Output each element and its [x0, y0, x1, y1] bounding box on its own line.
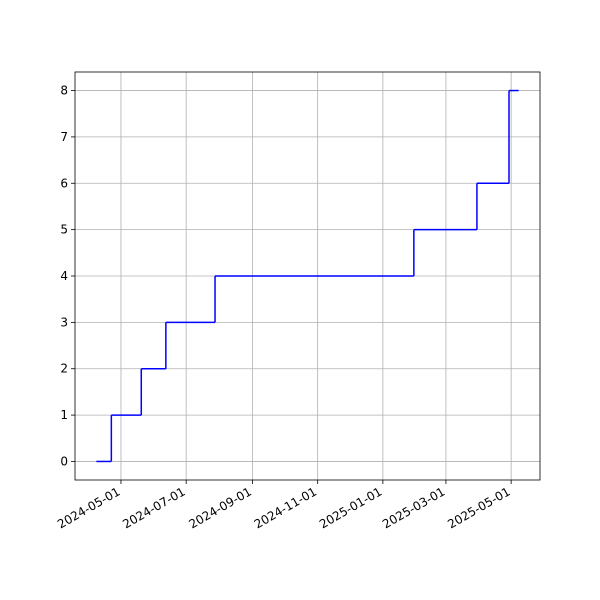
y-tick-label: 8 — [60, 84, 68, 98]
y-tick-label: 7 — [60, 130, 68, 144]
plot-frame — [74, 71, 541, 481]
x-tick-label: 2025-05-01 — [445, 484, 512, 531]
y-tick-label: 0 — [60, 454, 68, 468]
x-tick-label: 2025-01-01 — [317, 484, 384, 531]
y-tick-label: 1 — [60, 408, 68, 422]
y-tick-label: 6 — [60, 176, 68, 190]
y-tick-label: 3 — [60, 315, 68, 329]
x-tick-label: 2024-09-01 — [187, 484, 254, 531]
y-tick-label: 4 — [60, 269, 68, 283]
y-tick-label: 5 — [60, 223, 68, 237]
x-tick-label: 2025-03-01 — [380, 484, 447, 531]
x-tick-label: 2024-07-01 — [120, 484, 187, 531]
x-tick-label: 2024-11-01 — [252, 484, 319, 531]
x-tick-label: 2024-05-01 — [55, 484, 122, 531]
y-tick-label: 2 — [60, 362, 68, 376]
